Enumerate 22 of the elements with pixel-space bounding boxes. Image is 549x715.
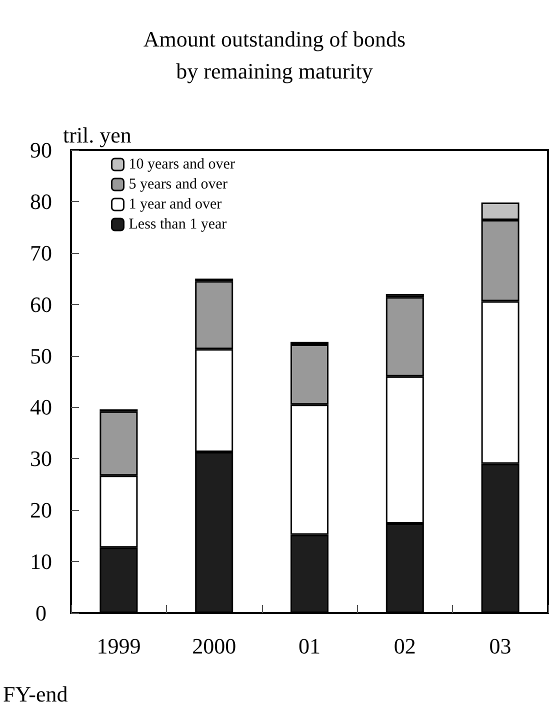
y-tick-label: 80	[30, 188, 52, 214]
y-tick-label: 70	[30, 240, 52, 266]
x-tick-label: 1999	[96, 634, 141, 658]
y-axis-title: tril. yen	[63, 122, 132, 148]
x-tick-label: 2000	[192, 634, 236, 658]
y-tick-label: 90	[30, 138, 52, 162]
x-tick-label: 01	[298, 634, 320, 658]
chart-title: Amount outstanding of bonds by remaining maturity	[143, 26, 406, 84]
legend-label: 5 years and over	[128, 176, 228, 192]
y-tick-label: 40	[30, 394, 52, 420]
y-tick-label: 10	[30, 549, 52, 574]
y-tick-label: 60	[30, 292, 52, 317]
legend-label: 1 year and over	[128, 196, 222, 212]
legend-label: 10 years and over	[128, 156, 235, 172]
x-tick-label: 02	[394, 634, 416, 658]
y-tick-label: 30	[30, 446, 52, 472]
x-axis-title: FY-end	[3, 682, 68, 706]
x-tick-label: 03	[489, 634, 512, 658]
y-tick-label: 20	[30, 498, 52, 523]
legend-label: Less than 1 year	[128, 216, 227, 232]
y-tick-label: 0	[36, 600, 46, 626]
y-tick-label: 50	[30, 343, 52, 368]
